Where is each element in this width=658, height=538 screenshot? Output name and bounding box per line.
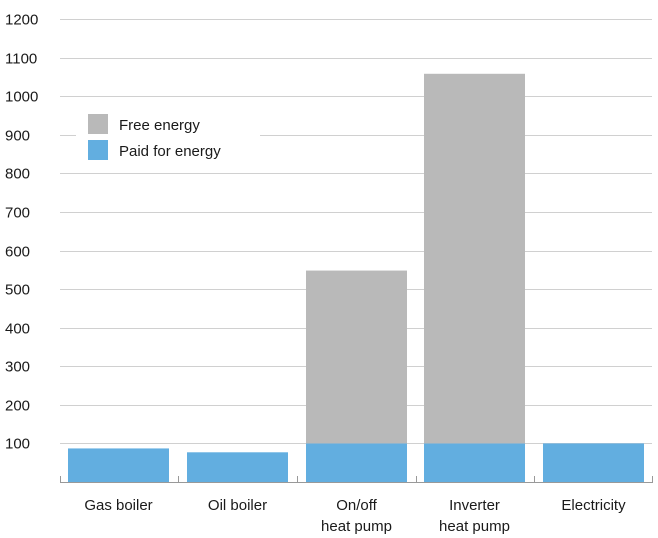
y-tick-label: 300 [5, 359, 30, 376]
bar-paid-1 [187, 452, 288, 482]
bar-paid-3 [424, 443, 525, 482]
y-axis-ticks: 100 200 300 400 500 600 700 800 900 1000 1100 1200 [5, 12, 38, 453]
x-tick-label: Oil boiler [208, 497, 267, 514]
x-tick-label: Gas boiler [84, 497, 152, 514]
bar-paid-2 [306, 443, 407, 482]
y-tick-label: 1000 [5, 89, 38, 106]
x-axis [60, 476, 653, 483]
bar-paid-4 [543, 443, 644, 482]
legend-swatch [88, 140, 108, 160]
y-tick-label: 600 [5, 244, 30, 261]
y-tick-label: 800 [5, 166, 30, 183]
y-tick-label: 1100 [5, 51, 37, 68]
y-tick-label: 700 [5, 205, 30, 222]
y-tick-label: 100 [5, 436, 30, 453]
y-tick-label: 400 [5, 321, 30, 338]
y-tick-label: 200 [5, 398, 30, 415]
x-tick-label: heat pump [321, 518, 392, 535]
x-tick-label: Electricity [561, 497, 626, 514]
y-tick-label: 1200 [5, 12, 38, 29]
bar-free-2 [306, 270, 407, 444]
legend: Free energy Paid for energy [76, 106, 260, 168]
x-tick-label: Inverter [449, 497, 500, 514]
legend-swatch [88, 114, 108, 134]
x-tick-label: heat pump [439, 518, 510, 535]
bars [68, 73, 644, 482]
legend-label: Paid for energy [119, 143, 221, 160]
bar-free-3 [424, 73, 525, 444]
x-axis-labels: Gas boiler Oil boiler On/off heat pump Inver… [84, 497, 626, 535]
legend-label: Free energy [119, 117, 200, 134]
x-tick-label: On/off [336, 497, 377, 514]
bar-paid-0 [68, 448, 169, 482]
y-tick-label: 900 [5, 128, 30, 145]
y-tick-label: 500 [5, 282, 30, 299]
